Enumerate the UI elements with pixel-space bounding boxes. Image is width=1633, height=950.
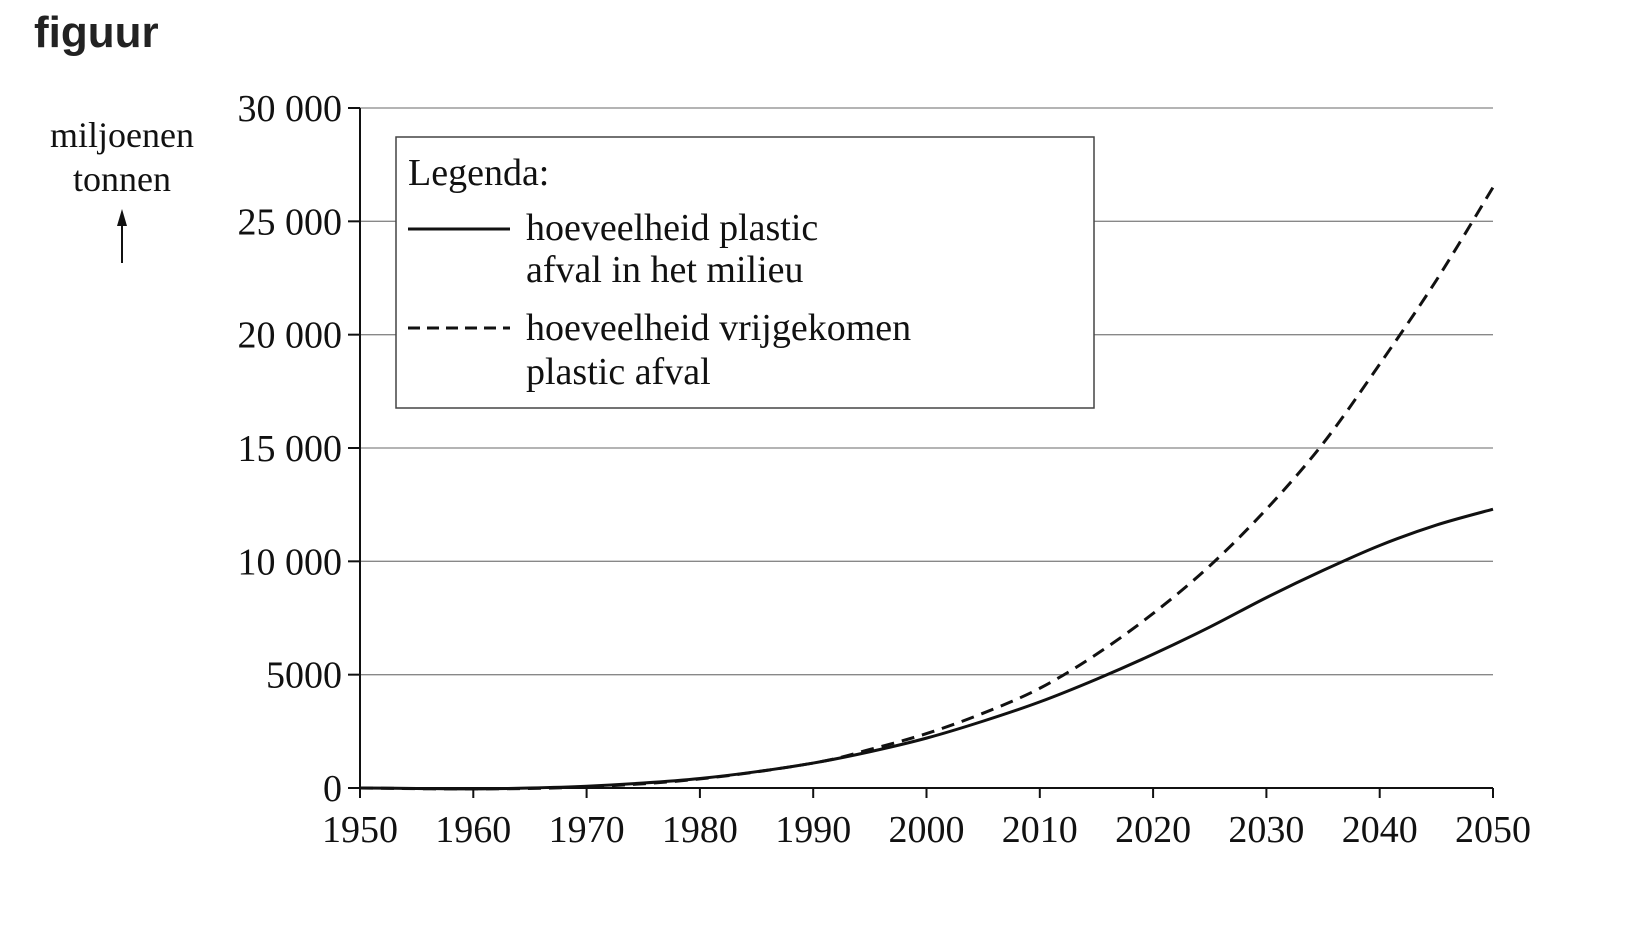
y-axis-arrow-icon [117, 209, 127, 263]
x-tick-label: 2050 [1455, 809, 1531, 851]
legend-entry-2-line2: plastic afval [526, 351, 711, 393]
y-tick-label: 20 000 [238, 315, 343, 357]
series [359, 186, 1495, 791]
axes: 0 5000 10 000 15 000 20 000 25 000 30 000 1950 1… [238, 88, 1532, 851]
series-line-milieu [359, 507, 1494, 791]
legend-entry-1-line1: hoeveelheid plastic [526, 207, 818, 249]
figure-label: figuur [34, 8, 159, 57]
x-tick-label: 1980 [662, 809, 738, 851]
x-tick-label: 2010 [1002, 809, 1078, 851]
y-tick-label: 10 000 [238, 541, 343, 583]
legend: Legenda: hoeveelheid plastic afval in he… [395, 136, 1095, 409]
legend-title: Legenda: [408, 152, 549, 194]
y-tick-label: 25 000 [238, 201, 343, 243]
x-tick-label: 1960 [435, 809, 511, 851]
x-tick-label: 1970 [549, 809, 625, 851]
y-tick-label: 5000 [266, 655, 342, 697]
y-tick-label: 30 000 [238, 88, 343, 130]
x-tick-label: 1950 [322, 809, 398, 851]
x-tick-label: 2040 [1342, 809, 1418, 851]
y-tick-label: 15 000 [238, 428, 343, 470]
y-axis-label-line2: tonnen [73, 159, 171, 199]
x-tick-label: 2020 [1115, 809, 1191, 851]
y-tick-label: 0 [323, 768, 342, 810]
x-tick-label: 2030 [1228, 809, 1304, 851]
legend-entry-1-line2: afval in het milieu [526, 249, 804, 291]
x-tick-label: 2000 [889, 809, 965, 851]
legend-entry-2-line1: hoeveelheid vrijgekomen [526, 307, 911, 349]
series-line-vrijgekomen [359, 186, 1495, 791]
y-axis-label-line1: miljoenen [50, 115, 194, 155]
x-tick-label: 1990 [775, 809, 851, 851]
legend-box [395, 136, 1095, 409]
